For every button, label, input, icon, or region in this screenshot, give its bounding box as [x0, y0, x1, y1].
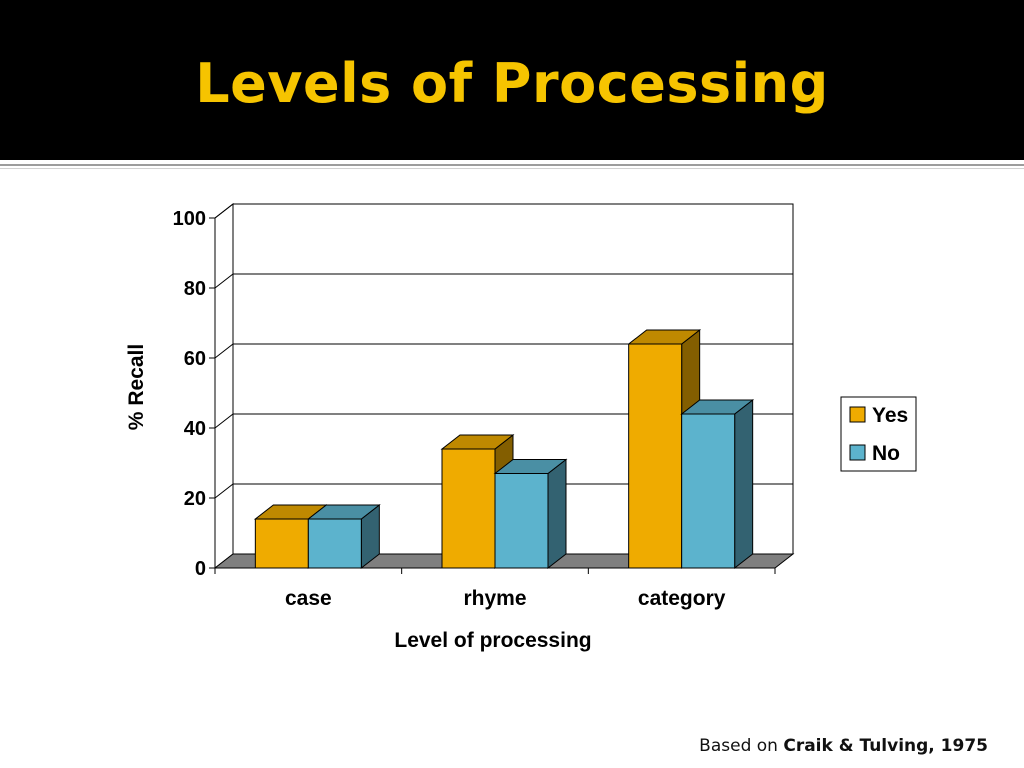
legend-swatch-no: [849, 444, 866, 461]
y-tick-label: 80: [184, 278, 206, 300]
title-bar: [0, 0, 1024, 160]
gridline-40: [214, 413, 793, 429]
gridline-60: [214, 343, 793, 359]
slide-title: Levels of Processing: [195, 52, 829, 115]
bar-yes-case: [254, 518, 309, 569]
bar-no-rhyme: [494, 473, 549, 569]
legend-label-no: No: [872, 442, 900, 465]
bar-yes-rhyme: [441, 448, 496, 569]
x-axis-title: Level of processing: [394, 629, 591, 652]
citation-prefix: Based on: [699, 736, 784, 756]
y-tick-label: 60: [184, 348, 206, 370]
plot-side-wall: [214, 202, 234, 570]
bar-no-rhyme-side: [547, 458, 567, 570]
bar-yes-category: [628, 343, 683, 569]
y-axis-title: % Recall: [125, 344, 148, 430]
bar-no-category-side: [734, 398, 754, 570]
citation-source: Craik & Tulving, 1975: [783, 736, 988, 756]
bar-no-category: [681, 413, 736, 569]
x-tick-label: case: [285, 587, 332, 610]
gridline-80: [214, 273, 793, 289]
legend-swatch-yes: [849, 406, 866, 423]
y-tick-label: 40: [184, 418, 206, 440]
bar-no-case: [307, 518, 362, 569]
x-tick-label: category: [638, 587, 726, 610]
gridline-100: [214, 203, 793, 219]
y-tick-label: 0: [195, 558, 206, 580]
x-tick-label: rhyme: [463, 587, 526, 610]
y-tick-label: 20: [184, 488, 206, 510]
divider-line-light: [0, 168, 1024, 169]
divider-line: [0, 164, 1024, 166]
legend-label-yes: Yes: [872, 404, 908, 427]
citation: Based on Craik & Tulving, 1975: [699, 736, 988, 756]
gridline-20: [214, 483, 793, 499]
y-tick-label: 100: [173, 208, 206, 230]
